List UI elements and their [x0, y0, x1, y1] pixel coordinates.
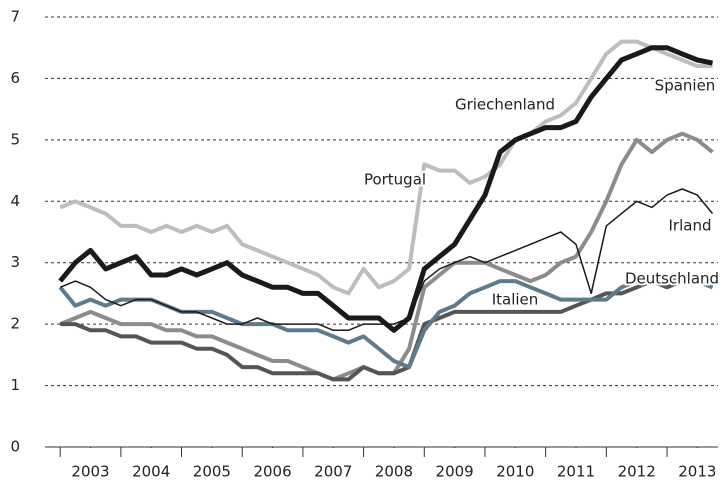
y-tick-label: 7: [10, 8, 20, 26]
y-tick-label: 1: [10, 376, 20, 394]
x-tick-label: 2012: [618, 463, 656, 481]
y-tick-label: 2: [10, 315, 20, 333]
x-tick-label: 2005: [193, 463, 231, 481]
series-label: Italien: [492, 291, 539, 309]
series-line: [60, 279, 714, 382]
x-tick-label: 2008: [375, 463, 413, 481]
series-label: Griechenland: [455, 96, 555, 114]
series-label: Spanien: [655, 77, 716, 95]
series-line: [59, 39, 713, 296]
y-tick-label: 4: [10, 192, 20, 210]
x-tick-label: 2009: [436, 463, 474, 481]
x-tick-label: 2006: [253, 463, 291, 481]
x-tick-label: 2010: [496, 463, 534, 481]
series-label: Irland: [669, 217, 712, 235]
x-tick-label: 2011: [557, 463, 595, 481]
x-tick-label: 2003: [71, 463, 109, 481]
series-line: [59, 188, 714, 332]
x-tick-label: 2004: [132, 463, 170, 481]
y-tick-label: 3: [10, 253, 20, 271]
series-label: Deutschland: [625, 270, 719, 288]
x-tick-label: 2013: [678, 463, 716, 481]
y-tick-label: 5: [10, 130, 20, 148]
y-tick-label: 6: [10, 69, 20, 87]
y-tick-label: 0: [10, 438, 20, 456]
x-tick-label: 2007: [314, 463, 352, 481]
series-label: Portugal: [364, 171, 426, 189]
series-line: [58, 45, 714, 333]
